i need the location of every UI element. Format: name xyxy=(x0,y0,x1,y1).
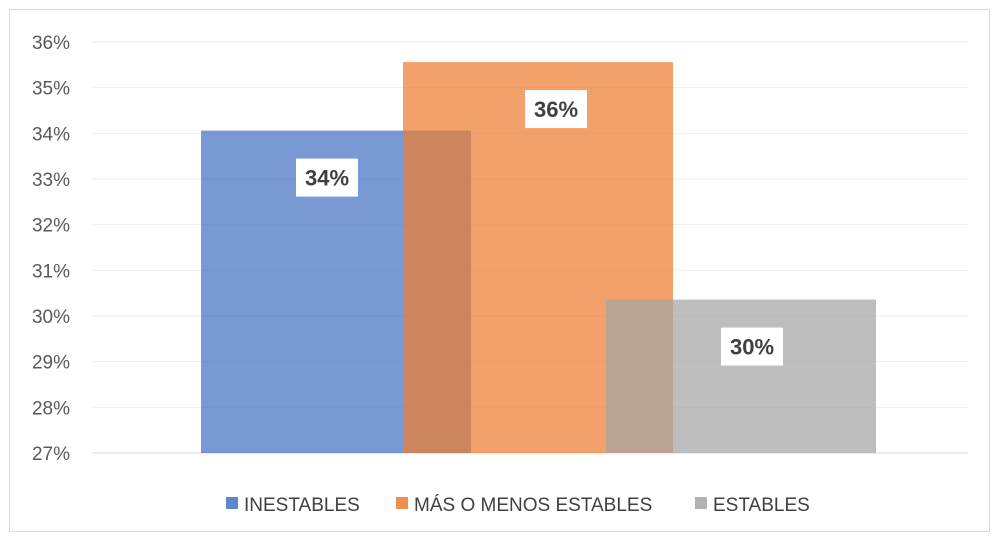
y-tick-label: 27% xyxy=(32,444,70,465)
legend-swatch xyxy=(226,497,238,509)
data-label-box xyxy=(721,327,783,366)
legend-label: INESTABLES xyxy=(244,495,360,516)
y-tick-label: 28% xyxy=(32,398,70,419)
y-tick-label: 35% xyxy=(32,79,70,100)
data-label-box xyxy=(525,90,587,129)
y-tick-label: 34% xyxy=(32,124,70,145)
data-label: 30% xyxy=(730,335,774,360)
y-tick-label: 31% xyxy=(32,261,70,282)
legend-swatch xyxy=(396,497,408,509)
y-axis-ticks: 27% 28% 29% 30% 31% 32% 33% 34% 35% 36% xyxy=(32,33,70,465)
bar-3 xyxy=(606,299,876,453)
y-tick-label: 33% xyxy=(32,170,70,191)
data-label: 36% xyxy=(534,97,578,122)
y-tick-label: 30% xyxy=(32,307,70,328)
legend-swatch xyxy=(695,497,707,509)
y-tick-label: 32% xyxy=(32,216,70,237)
legend: INESTABLES MÁS O MENOS ESTABLES ESTABLES xyxy=(226,495,810,516)
y-tick-label: 36% xyxy=(32,33,70,54)
bars xyxy=(201,62,876,454)
y-tick-label: 29% xyxy=(32,353,70,374)
legend-label: ESTABLES xyxy=(713,495,810,516)
data-label: 34% xyxy=(305,166,349,191)
data-label-box xyxy=(296,158,358,197)
legend-label: MÁS O MENOS ESTABLES xyxy=(414,495,652,516)
data-labels: 34% 36% 30% xyxy=(296,90,783,366)
